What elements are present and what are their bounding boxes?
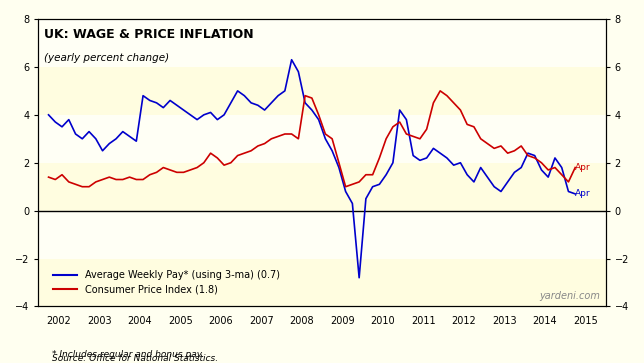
- Text: * Includes regular and bonus pay.: * Includes regular and bonus pay.: [52, 350, 204, 359]
- Bar: [39, 115, 605, 163]
- Text: Apr: Apr: [575, 163, 591, 172]
- Bar: [39, 19, 605, 67]
- Text: Apr: Apr: [575, 189, 591, 199]
- Bar: [39, 258, 605, 306]
- Bar: [39, 67, 605, 115]
- Legend: Average Weekly Pay* (using 3-ma) (0.7), Consumer Price Index (1.8): Average Weekly Pay* (using 3-ma) (0.7), …: [49, 266, 284, 299]
- Text: yardeni.com: yardeni.com: [539, 291, 600, 301]
- Text: UK: WAGE & PRICE INFLATION: UK: WAGE & PRICE INFLATION: [44, 28, 254, 41]
- Text: Source: Office for National Statistics.: Source: Office for National Statistics.: [52, 354, 218, 363]
- Bar: [39, 211, 605, 258]
- Text: (yearly percent change): (yearly percent change): [44, 53, 169, 64]
- Bar: [39, 163, 605, 211]
